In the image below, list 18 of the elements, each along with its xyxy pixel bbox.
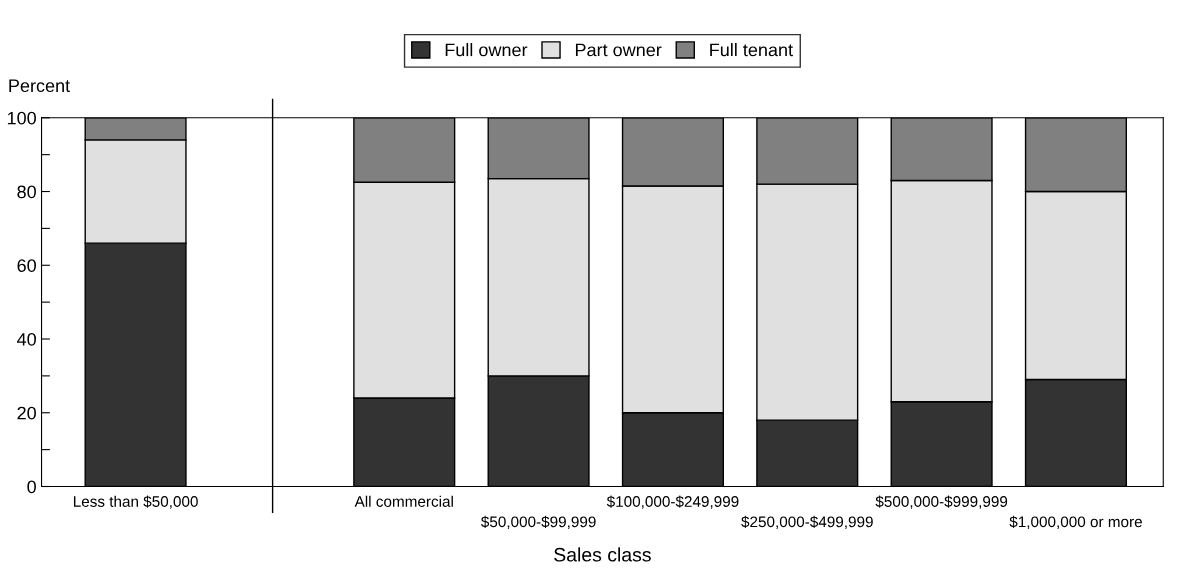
y-tick-label: 60	[17, 259, 36, 272]
x-tick-label: $1,000,000 or more	[1009, 515, 1142, 530]
x-tick-label: $50,000-$99,999	[480, 515, 596, 530]
x-tick-label: $100,000-$249,999	[606, 495, 739, 509]
y-tick-label: 20	[17, 406, 36, 420]
x-tick-label: $250,000-$499,999	[741, 515, 873, 530]
y-axis-title: Percent	[9, 79, 70, 93]
y-tick-label: 80	[17, 185, 36, 199]
y-tick-label: 0	[27, 480, 36, 494]
legend-label: Part owner	[575, 43, 662, 57]
x-tick-label: $500,000-$999,999	[875, 495, 1008, 509]
x-tick-label: All commercial	[354, 495, 453, 507]
legend-label: Full owner	[445, 43, 528, 57]
y-tick-label: 40	[17, 332, 36, 346]
x-axis-title: Sales class	[554, 547, 651, 562]
y-tick-label: 100	[7, 111, 36, 125]
x-tick-label: Less than $50,000	[73, 495, 198, 509]
legend-label: Full tenant	[710, 43, 793, 57]
